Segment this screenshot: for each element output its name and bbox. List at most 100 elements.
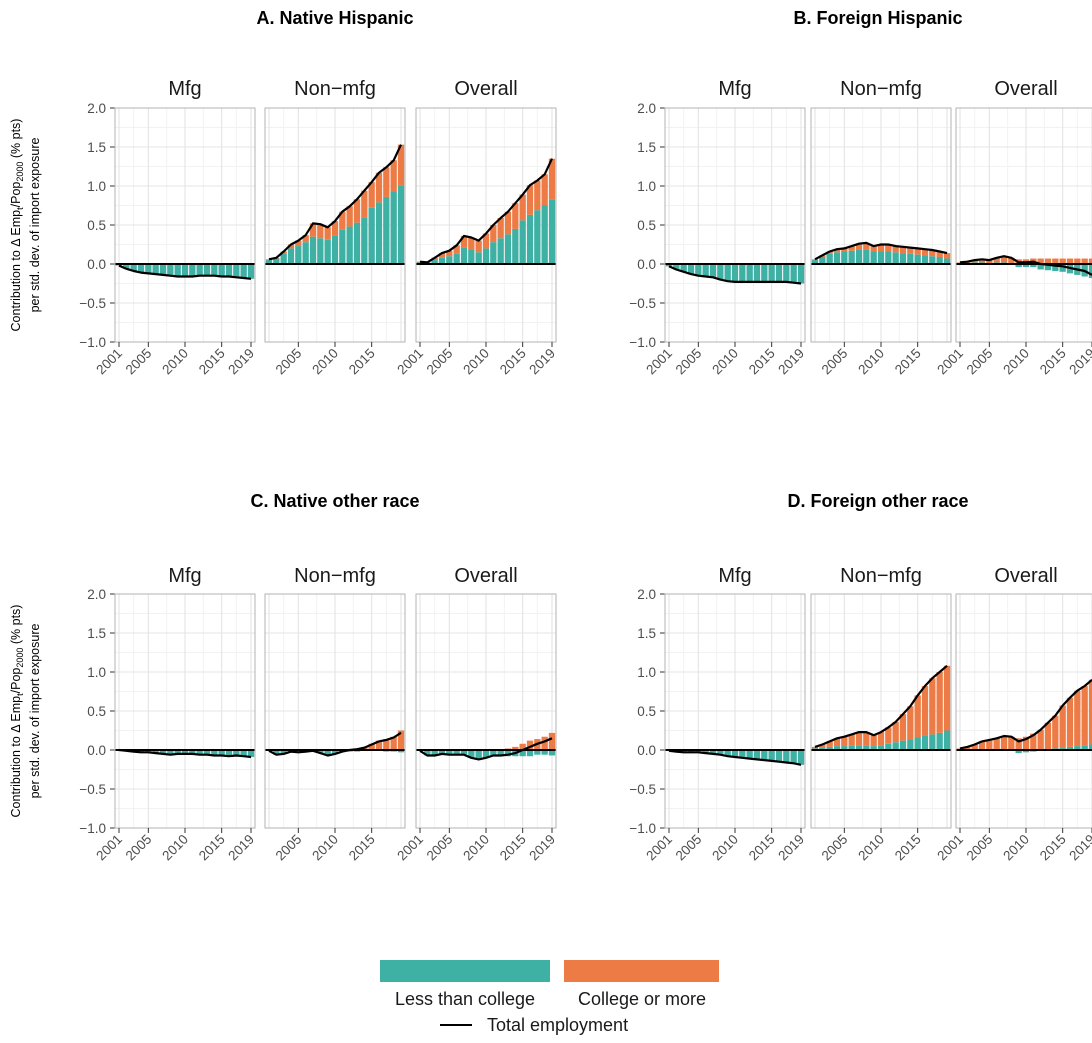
- bar-less-than-college: [475, 750, 482, 760]
- bar-less-than-college: [390, 191, 397, 264]
- bar-less-than-college: [287, 248, 295, 264]
- bar-less-than-college: [397, 185, 405, 264]
- y-tick-label: −1.0: [79, 335, 106, 350]
- x-tick-label: 2001: [394, 346, 426, 378]
- bar-college-or-more: [497, 217, 504, 239]
- bar-less-than-college: [431, 750, 438, 756]
- bar-college-or-more: [453, 245, 460, 254]
- bar-less-than-college: [273, 258, 280, 264]
- x-tick-label: 2019: [526, 832, 558, 864]
- bar-less-than-college: [490, 750, 497, 756]
- bar-college-or-more: [892, 721, 899, 743]
- bar-less-than-college: [811, 260, 819, 264]
- y-tick-label: 2.0: [87, 101, 106, 116]
- bar-less-than-college: [446, 256, 453, 264]
- bar-college-or-more: [390, 736, 397, 750]
- bar-college-or-more: [921, 249, 929, 256]
- x-tick-label: 2010: [855, 346, 887, 378]
- bar-college-or-more: [353, 199, 361, 223]
- bar-college-or-more: [512, 746, 519, 750]
- bar-less-than-college: [1066, 746, 1074, 750]
- facet-nonmfg: Non−mfg 2005 2010 2015: [264, 78, 406, 377]
- bar-less-than-college: [709, 750, 717, 754]
- bar-less-than-college: [174, 750, 181, 754]
- bar-college-or-more: [368, 182, 375, 208]
- panel-title: B. Foreign Hispanic: [793, 8, 962, 28]
- bar-college-or-more: [541, 736, 548, 750]
- bar-college-or-more: [1015, 738, 1022, 750]
- legend-label-college-or-more: College or more: [578, 989, 706, 1009]
- y-axis-label-part: Contribution to Δ Emp: [9, 696, 23, 818]
- bar-less-than-college: [541, 750, 548, 755]
- bar-college-or-more: [397, 730, 405, 750]
- bar-college-or-more: [956, 262, 964, 264]
- bar-college-or-more: [368, 743, 375, 750]
- x-tick-label: 2005: [123, 346, 155, 378]
- bar-less-than-college: [324, 239, 331, 264]
- bar-less-than-college: [885, 251, 892, 264]
- bar-less-than-college: [446, 750, 453, 755]
- y-tick-label: 2.0: [637, 101, 656, 116]
- bar-less-than-college: [512, 228, 519, 264]
- bar-less-than-college: [240, 750, 247, 757]
- x-tick-label: 2005: [819, 346, 851, 378]
- bar-less-than-college: [1081, 745, 1088, 750]
- bar-less-than-college: [1022, 750, 1030, 753]
- bar-less-than-college: [181, 750, 189, 754]
- bar-college-or-more: [877, 244, 885, 252]
- bar-less-than-college: [877, 251, 885, 264]
- bar-less-than-college: [339, 229, 346, 264]
- bar-less-than-college: [665, 264, 673, 267]
- bar-less-than-college: [783, 264, 790, 282]
- bar-less-than-college: [317, 238, 324, 264]
- bar-less-than-college: [534, 210, 541, 264]
- bar-college-or-more: [519, 743, 526, 750]
- bar-college-or-more: [390, 160, 397, 192]
- bar-college-or-more: [331, 221, 339, 236]
- bar-college-or-more: [1052, 258, 1059, 264]
- bar-college-or-more: [361, 190, 368, 218]
- y-tick-label: 0.5: [87, 218, 106, 233]
- bar-less-than-college: [174, 264, 181, 277]
- total-employment-line: [419, 158, 553, 264]
- bar-college-or-more: [309, 223, 317, 237]
- bar-college-or-more: [870, 735, 877, 747]
- bar-less-than-college: [870, 746, 877, 750]
- bar-less-than-college: [753, 264, 761, 282]
- bar-college-or-more: [936, 672, 943, 733]
- x-tick-label: 2015: [196, 346, 228, 378]
- bar-less-than-college: [753, 750, 761, 760]
- y-tick-label: −1.0: [79, 821, 106, 836]
- total-employment-line: [268, 731, 402, 757]
- legend-label-total-employment: Total employment: [487, 1015, 628, 1035]
- x-tick-label: 2019: [775, 346, 807, 378]
- bar-college-or-more: [1000, 735, 1008, 750]
- bar-less-than-college: [1022, 264, 1030, 268]
- y-tick-label: 1.0: [87, 665, 106, 680]
- x-tick-label: 2019: [225, 346, 257, 378]
- y-tick-label: 0.5: [637, 704, 656, 719]
- bar-less-than-college: [181, 264, 189, 277]
- y-axis-label-part: (% pts): [9, 119, 23, 162]
- total-employment-line: [814, 241, 948, 261]
- bar-college-or-more: [921, 686, 929, 736]
- x-tick-label: 2010: [855, 832, 887, 864]
- y-tick-label: 1.0: [637, 665, 656, 680]
- y-tick-label: 2.0: [87, 587, 106, 602]
- facet-strip-label: Overall: [994, 565, 1057, 587]
- bar-less-than-college: [746, 750, 753, 759]
- x-tick-label: 2001: [934, 346, 966, 378]
- total-employment-line: [959, 255, 1092, 276]
- bar-college-or-more: [1037, 258, 1044, 264]
- bar-less-than-college: [687, 750, 695, 753]
- bar-less-than-college: [460, 750, 468, 755]
- bar-college-or-more: [826, 741, 833, 747]
- bar-less-than-college: [280, 253, 287, 264]
- bar-less-than-college: [218, 264, 225, 277]
- bar-less-than-college: [833, 746, 841, 750]
- bar-less-than-college: [137, 750, 145, 753]
- bar-college-or-more: [1066, 258, 1074, 264]
- bar-less-than-college: [280, 750, 287, 754]
- x-tick-label: 2019: [775, 832, 807, 864]
